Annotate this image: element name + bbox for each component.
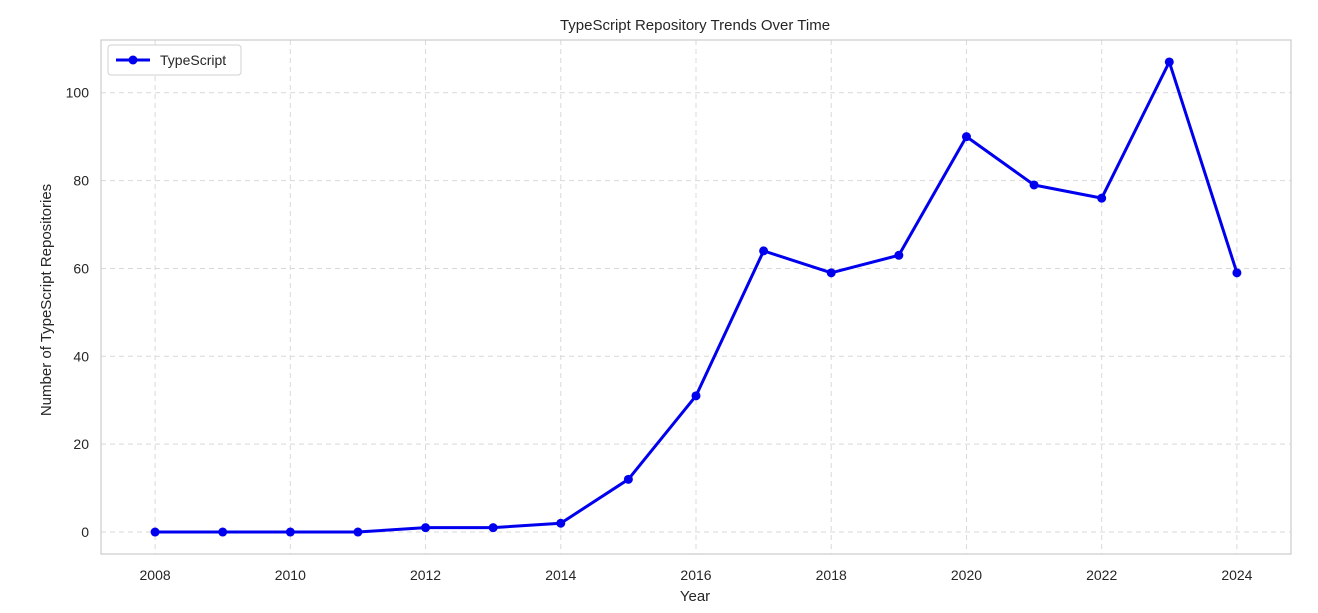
data-point bbox=[150, 527, 160, 537]
x-tick-label: 2018 bbox=[816, 567, 847, 583]
tick-labels: 2008 2010 2012 2014 2016 2018 2020 2022 2024 0 20 4… bbox=[66, 85, 1253, 583]
chart-title: TypeScript Repository Trends Over Time bbox=[560, 17, 830, 34]
y-tick-label: 20 bbox=[73, 436, 89, 452]
data-point bbox=[1164, 57, 1174, 67]
plot-frame bbox=[100, 39, 1292, 555]
y-axis-title: Number of TypeScript Repositories bbox=[38, 184, 55, 416]
x-tick-label: 2010 bbox=[275, 567, 306, 583]
y-tick-label: 80 bbox=[73, 173, 89, 189]
data-point bbox=[218, 527, 228, 537]
legend-marker-swatch bbox=[128, 55, 138, 65]
y-tick-label: 60 bbox=[73, 260, 89, 276]
x-tick-label: 2014 bbox=[545, 567, 576, 583]
legend-box bbox=[107, 44, 242, 76]
data-point bbox=[691, 391, 701, 401]
data-point bbox=[623, 474, 633, 484]
legend-label-typescript: TypeScript bbox=[160, 52, 226, 68]
x-tick-label: 2020 bbox=[951, 567, 982, 583]
data-point bbox=[1232, 268, 1242, 278]
y-tick-label: 40 bbox=[73, 348, 89, 364]
data-point bbox=[285, 527, 295, 537]
data-point bbox=[961, 132, 971, 142]
y-tick-label: 100 bbox=[66, 85, 90, 101]
x-tick-label: 2024 bbox=[1221, 567, 1252, 583]
y-tick-label: 0 bbox=[81, 524, 89, 540]
grid-lines bbox=[101, 40, 1291, 554]
data-point bbox=[1097, 193, 1107, 203]
series-layer bbox=[150, 57, 1242, 537]
plot-border bbox=[100, 39, 1292, 555]
data-point bbox=[488, 523, 498, 533]
data-point bbox=[556, 518, 566, 528]
data-point bbox=[1029, 180, 1039, 190]
legend: TypeScript bbox=[107, 44, 242, 76]
data-point bbox=[353, 527, 363, 537]
x-tick-label: 2022 bbox=[1086, 567, 1117, 583]
x-axis-title: Year bbox=[680, 588, 710, 605]
data-point bbox=[894, 250, 904, 260]
x-tick-label: 2012 bbox=[410, 567, 441, 583]
x-tick-label: 2016 bbox=[680, 567, 711, 583]
data-point bbox=[759, 246, 769, 256]
x-tick-label: 2008 bbox=[140, 567, 171, 583]
data-point bbox=[826, 268, 836, 278]
data-point bbox=[421, 523, 431, 533]
